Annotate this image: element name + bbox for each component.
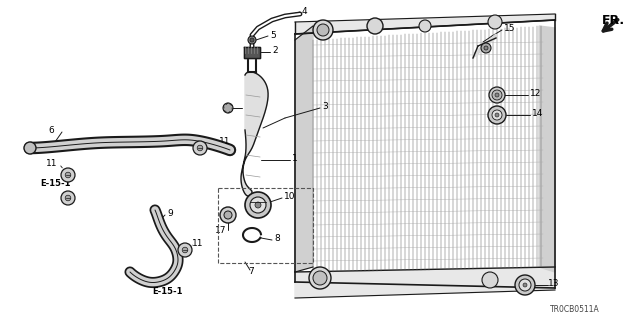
Text: 5: 5: [270, 30, 276, 39]
Text: 8: 8: [274, 234, 280, 243]
Polygon shape: [295, 267, 555, 298]
Circle shape: [255, 202, 261, 208]
Circle shape: [484, 46, 488, 50]
Circle shape: [313, 271, 327, 285]
Circle shape: [419, 20, 431, 32]
Text: 4: 4: [302, 6, 308, 15]
Polygon shape: [473, 34, 496, 58]
Text: 13: 13: [548, 278, 559, 287]
Text: E-15-1: E-15-1: [152, 287, 182, 297]
Text: 3: 3: [322, 101, 328, 110]
Circle shape: [495, 93, 499, 97]
Circle shape: [65, 195, 71, 201]
Circle shape: [197, 145, 203, 151]
Text: E-15-1: E-15-1: [40, 179, 70, 188]
Circle shape: [248, 36, 256, 44]
Bar: [218, 188, 313, 263]
Polygon shape: [295, 14, 555, 34]
Circle shape: [224, 211, 232, 219]
Text: 16: 16: [244, 101, 255, 110]
Text: 11: 11: [219, 137, 230, 146]
Polygon shape: [295, 26, 313, 272]
Circle shape: [482, 272, 498, 288]
Circle shape: [519, 279, 531, 291]
Text: FR.: FR.: [602, 13, 625, 27]
Circle shape: [245, 192, 271, 218]
Text: 11: 11: [46, 158, 58, 167]
Circle shape: [24, 142, 36, 154]
Text: 1: 1: [292, 154, 298, 163]
Circle shape: [481, 43, 491, 53]
Circle shape: [488, 106, 506, 124]
Polygon shape: [244, 47, 260, 58]
Text: 15: 15: [504, 23, 515, 33]
Circle shape: [182, 247, 188, 253]
Text: 2: 2: [272, 45, 278, 54]
Circle shape: [495, 113, 499, 117]
Circle shape: [489, 87, 505, 103]
Circle shape: [313, 20, 333, 40]
Polygon shape: [241, 72, 268, 196]
Circle shape: [523, 283, 527, 287]
Circle shape: [178, 243, 192, 257]
Text: 7: 7: [248, 268, 253, 276]
Circle shape: [65, 172, 71, 178]
Circle shape: [515, 275, 535, 295]
Text: 9: 9: [167, 209, 173, 218]
Circle shape: [61, 191, 75, 205]
Circle shape: [492, 90, 502, 100]
Circle shape: [223, 103, 233, 113]
Circle shape: [61, 168, 75, 182]
Text: 12: 12: [530, 89, 541, 98]
Text: 10: 10: [284, 191, 296, 201]
Circle shape: [488, 15, 502, 29]
Circle shape: [309, 267, 331, 289]
Circle shape: [220, 207, 236, 223]
Circle shape: [193, 141, 207, 155]
Text: 6: 6: [48, 125, 54, 134]
Text: 14: 14: [532, 108, 543, 117]
Polygon shape: [539, 26, 555, 272]
Circle shape: [317, 24, 329, 36]
Text: 17: 17: [215, 226, 227, 235]
Circle shape: [492, 110, 502, 120]
Circle shape: [250, 38, 254, 42]
Text: TR0CB0511A: TR0CB0511A: [550, 306, 600, 315]
Circle shape: [367, 18, 383, 34]
Circle shape: [250, 197, 266, 213]
Text: 11: 11: [192, 238, 204, 247]
